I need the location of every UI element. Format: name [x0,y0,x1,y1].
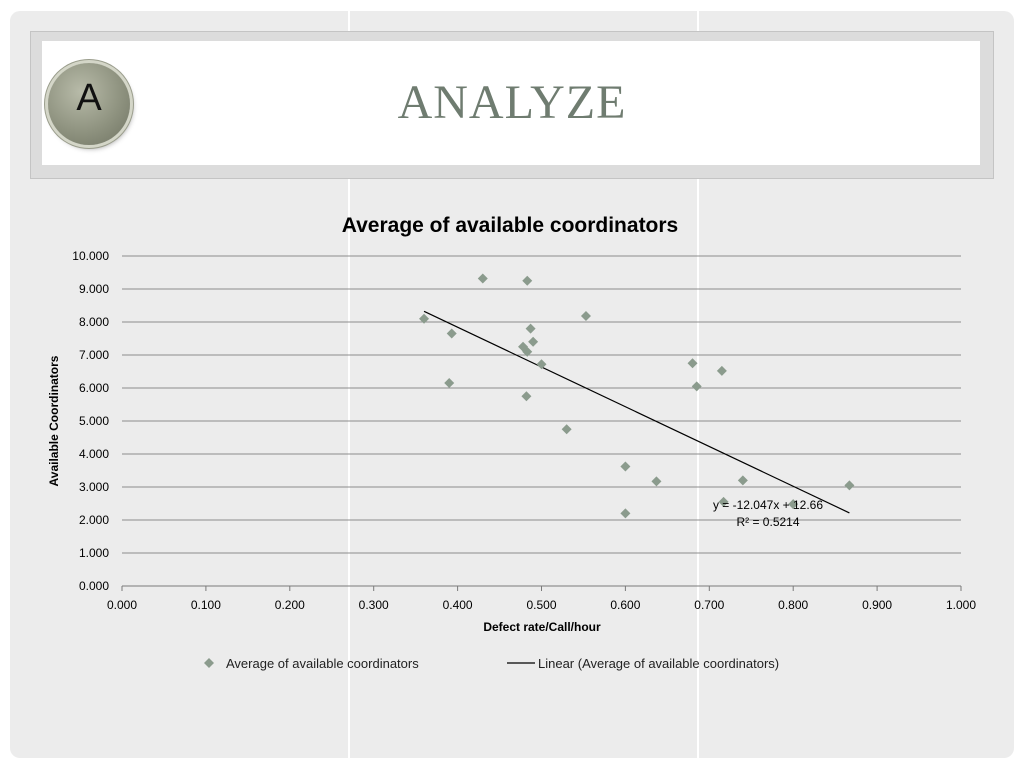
y-tick-label: 2.000 [79,513,109,527]
legend-marker-series [204,658,214,668]
data-point [737,475,748,486]
slide-title: ANALYZE [397,76,627,129]
x-tick-label: 0.700 [694,598,724,612]
legend-label-series: Average of available coordinators [226,656,419,671]
data-point [687,358,698,369]
chart-title: Average of available coordinators [342,214,679,237]
x-tick-label: 0.100 [191,598,221,612]
x-tick-label: 0.900 [862,598,892,612]
data-point [446,328,457,339]
x-tick-label: 0.300 [359,598,389,612]
trendline-equation: y = -12.047x + 12.66 [713,498,823,512]
x-tick-label: 0.400 [443,598,473,612]
data-point [477,273,488,284]
x-tick-label: 0.600 [610,598,640,612]
section-badge: A [48,63,130,145]
y-tick-label: 10.000 [72,249,109,263]
y-tick-label: 3.000 [79,480,109,494]
y-tick-label: 5.000 [79,414,109,428]
data-point [716,365,727,376]
x-tick-label: 1.000 [946,598,976,612]
data-point [522,275,533,286]
y-tick-label: 7.000 [79,348,109,362]
y-axis-title: Available Coordinators [47,355,61,486]
data-point [522,346,533,357]
data-point [691,381,702,392]
y-tick-label: 9.000 [79,282,109,296]
section-badge-letter: A [76,77,102,119]
data-point [536,359,547,370]
data-point [580,311,591,322]
data-point [651,476,662,487]
x-tick-label: 0.200 [275,598,305,612]
data-point [525,323,536,334]
legend-label-trendline: Linear (Average of available coordinator… [538,656,779,671]
data-point [444,378,455,389]
y-tick-label: 6.000 [79,381,109,395]
data-point [561,424,572,435]
y-tick-label: 4.000 [79,447,109,461]
x-axis-title: Defect rate/Call/hour [483,620,601,634]
x-tick-label: 0.500 [526,598,556,612]
data-point [620,508,631,519]
y-tick-label: 8.000 [79,315,109,329]
title-box [42,41,980,165]
chart-legend: Average of available coordinators Linear… [204,656,779,671]
trendline [423,310,850,514]
data-point [620,461,631,472]
data-point [528,336,539,347]
y-tick-label: 0.000 [79,579,109,593]
data-point [419,313,430,324]
data-point [718,496,729,507]
y-tick-label: 1.000 [79,546,109,560]
slide-divider-line [348,11,350,758]
x-tick-label: 0.800 [778,598,808,612]
data-point [788,499,799,510]
data-point [521,391,532,402]
trendline-r-squared: R² = 0.5214 [736,515,799,529]
x-tick-label: 0.000 [107,598,137,612]
data-point [844,480,855,491]
